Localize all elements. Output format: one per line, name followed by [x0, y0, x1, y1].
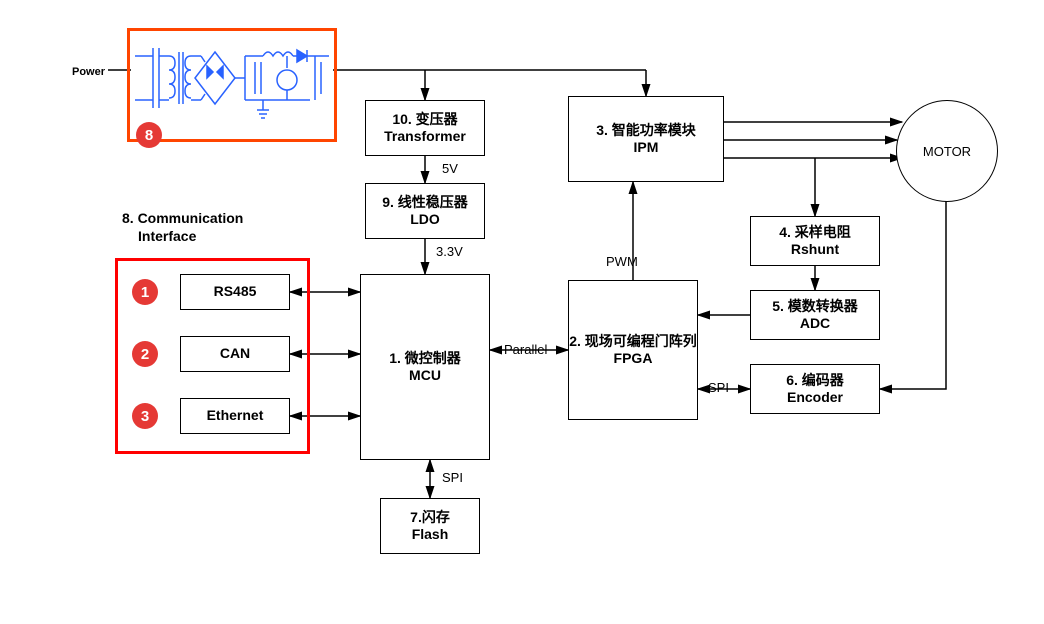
block-encoder-en: Encoder: [787, 389, 843, 407]
block-encoder-cn: 6. 编码器: [786, 372, 844, 390]
block-motor: MOTOR: [896, 100, 998, 202]
block-flash-cn: 7.闪存: [410, 509, 450, 527]
block-adc: 5. 模数转换器 ADC: [750, 290, 880, 340]
block-adc-en: ADC: [800, 315, 830, 333]
label-5v: 5V: [442, 161, 458, 176]
block-ldo-en: LDO: [410, 211, 440, 229]
block-mcu-en: MCU: [409, 367, 441, 385]
block-flash: 7.闪存 Flash: [380, 498, 480, 554]
block-ipm-cn: 3. 智能功率模块: [596, 122, 696, 140]
block-transformer: 10. 变压器 Transformer: [365, 100, 485, 156]
block-ldo: 9. 线性稳压器 LDO: [365, 183, 485, 239]
block-rshunt-cn: 4. 采样电阻: [779, 224, 851, 242]
label-power: Power: [72, 66, 105, 78]
block-ipm: 3. 智能功率模块 IPM: [568, 96, 724, 182]
label-spi-flash: SPI: [442, 470, 463, 485]
block-transformer-cn: 10. 变压器: [392, 111, 457, 129]
block-transformer-en: Transformer: [384, 128, 466, 146]
block-encoder: 6. 编码器 Encoder: [750, 364, 880, 414]
power-circuit-schematic: [135, 36, 329, 132]
label-comm-title-1: 8. Communication: [122, 210, 243, 226]
block-fpga-en: FPGA: [614, 350, 653, 368]
label-3v3: 3.3V: [436, 244, 463, 259]
label-pwm: PWM: [606, 254, 638, 269]
block-flash-en: Flash: [412, 526, 449, 544]
block-mcu-cn: 1. 微控制器: [389, 350, 461, 368]
block-ldo-cn: 9. 线性稳压器: [382, 194, 468, 212]
label-spi-encoder: SPI: [708, 380, 729, 395]
block-fpga: 2. 现场可编程门阵列 FPGA: [568, 280, 698, 420]
label-parallel: Parallel: [504, 342, 547, 357]
block-fpga-cn: 2. 现场可编程门阵列: [569, 333, 697, 351]
block-motor-en: MOTOR: [923, 144, 971, 159]
block-rshunt-en: Rshunt: [791, 241, 839, 259]
badge-8: 8: [136, 122, 162, 148]
block-rshunt: 4. 采样电阻 Rshunt: [750, 216, 880, 266]
badge-3: 3: [132, 403, 158, 429]
label-comm-title-2: Interface: [138, 228, 196, 244]
block-mcu: 1. 微控制器 MCU: [360, 274, 490, 460]
badge-2: 2: [132, 341, 158, 367]
badge-1: 1: [132, 279, 158, 305]
block-adc-cn: 5. 模数转换器: [772, 298, 858, 316]
block-ipm-en: IPM: [634, 139, 659, 157]
